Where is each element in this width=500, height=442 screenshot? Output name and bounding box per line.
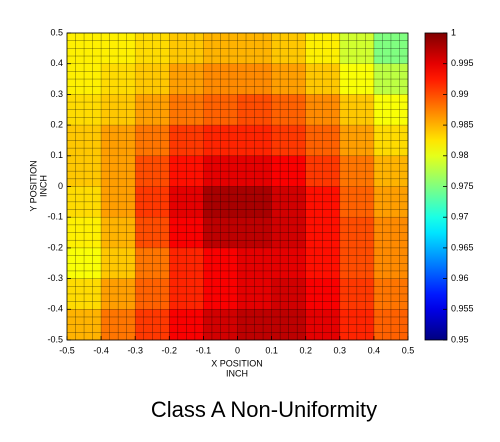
colorbar-tick-label: 0.97 <box>451 212 469 222</box>
x-tick-label: 0 <box>235 345 240 355</box>
colorbar-tick-label: 0.975 <box>451 181 474 191</box>
y-tick-label: 0 <box>58 181 63 191</box>
y-tick-label: 0.3 <box>50 89 63 99</box>
colorbar-tick-label: 0.96 <box>451 273 469 283</box>
y-tick-label: 0.5 <box>50 27 63 37</box>
y-tick-label: 0.2 <box>50 119 63 129</box>
colorbar-tick-label: 0.995 <box>451 58 474 68</box>
colorbar-tick-label: 0.985 <box>451 119 474 129</box>
y-tick-label: 0.4 <box>50 58 63 68</box>
x-axis-label: INCH <box>226 368 248 378</box>
y-tick-label: -0.5 <box>47 334 63 344</box>
y-tick-label: -0.1 <box>47 212 63 222</box>
y-tick-label: 0.1 <box>50 150 63 160</box>
colorbar-tick-label: 0.95 <box>451 334 469 344</box>
x-tick-label: 0.5 <box>402 345 415 355</box>
x-tick-label: 0.4 <box>368 345 381 355</box>
x-tick-label: 0.2 <box>299 345 312 355</box>
y-axis-label: Y POSITION <box>28 160 38 211</box>
x-tick-label: -0.2 <box>162 345 178 355</box>
colorbar-tick-label: 0.99 <box>451 89 469 99</box>
x-tick-label: -0.1 <box>196 345 212 355</box>
x-tick-label: 0.3 <box>334 345 347 355</box>
colorbar-tick-label: 1 <box>451 27 456 37</box>
x-tick-label: 0.1 <box>265 345 278 355</box>
mesh <box>67 33 408 340</box>
y-tick-label: -0.2 <box>47 242 63 252</box>
colorbar-tick-label: 0.98 <box>451 150 469 160</box>
y-tick-label: -0.4 <box>47 304 63 314</box>
y-axis-label: INCH <box>38 175 48 197</box>
colorbar-tick-label: 0.955 <box>451 304 474 314</box>
x-tick-label: -0.4 <box>93 345 109 355</box>
caption: Class A Non-Uniformity <box>151 397 377 422</box>
x-axis-label: X POSITION <box>211 358 263 368</box>
x-tick-label: -0.5 <box>59 345 75 355</box>
y-tick-label: -0.3 <box>47 273 63 283</box>
colorbar-tick-label: 0.965 <box>451 242 474 252</box>
x-tick-label: -0.3 <box>127 345 143 355</box>
